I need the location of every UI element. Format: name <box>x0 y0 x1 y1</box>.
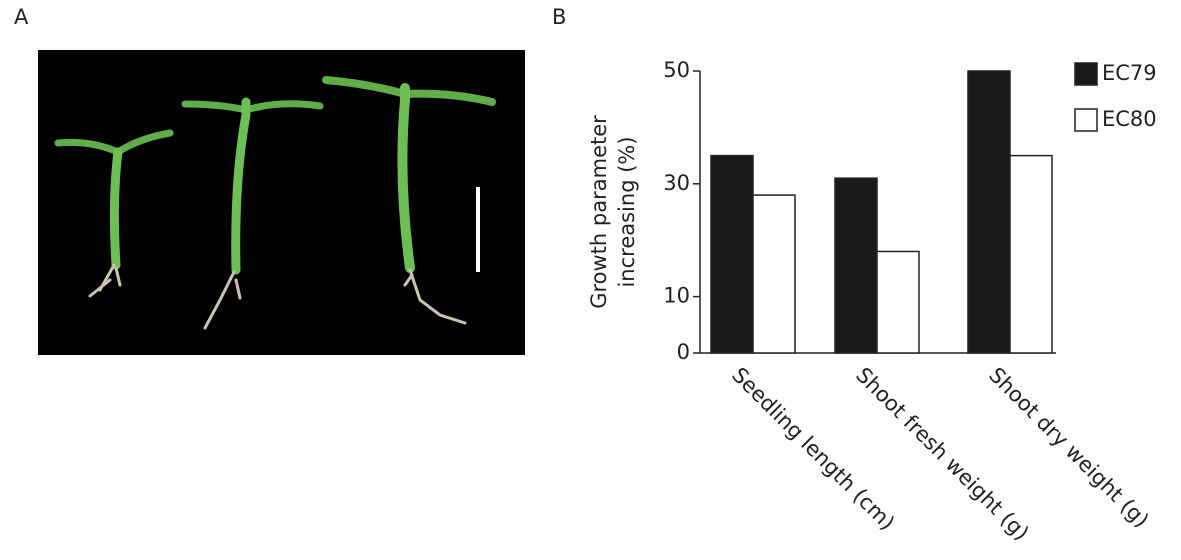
legend-swatch <box>1074 108 1098 132</box>
y-axis-label: increasing (%) <box>615 136 639 287</box>
bar <box>752 194 796 354</box>
legend-swatch <box>1074 62 1098 86</box>
legend-label: EC79 <box>1102 61 1157 85</box>
bar <box>834 177 878 354</box>
panel-label: B <box>552 5 566 29</box>
bar <box>967 70 1011 354</box>
y-tick-label: 10 <box>663 284 690 308</box>
legend-label: EC80 <box>1102 107 1157 131</box>
y-tick-label: 50 <box>663 58 690 82</box>
bar <box>1009 154 1053 354</box>
seedling-photo <box>38 50 525 355</box>
y-tick-label: 0 <box>677 340 690 364</box>
bar <box>876 250 920 354</box>
y-tick-label: 30 <box>663 171 690 195</box>
bar <box>710 154 754 354</box>
y-axis-label: Growth parameter <box>587 115 611 309</box>
panel-label: A <box>14 5 29 29</box>
